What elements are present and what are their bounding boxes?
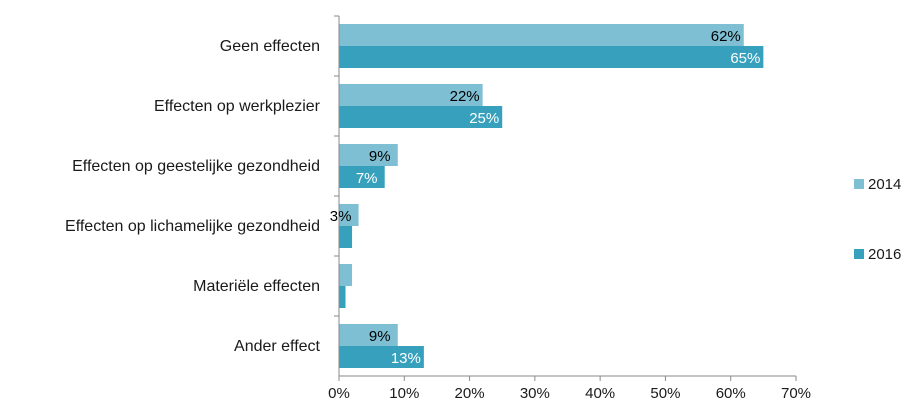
x-tick-label-3: 30%	[520, 385, 550, 399]
bar-2016-0	[339, 46, 764, 68]
legend-label-2014: 2014	[868, 176, 901, 193]
data-label-2016-1: 25%	[469, 110, 499, 127]
data-labels: 62%65%22%25%9%7%3%9%13%	[330, 28, 761, 367]
data-label-2016-5: 13%	[391, 350, 421, 367]
x-tick-label-5: 50%	[650, 385, 680, 399]
x-tick-label-7: 70%	[781, 385, 811, 399]
bar-2016-2	[339, 166, 385, 188]
x-tick-label-6: 60%	[716, 385, 746, 399]
bar-2016-3	[339, 226, 353, 248]
bar-2014-5	[339, 324, 398, 346]
category-label-4: Materiële effecten	[193, 278, 320, 295]
data-label-2014-5: 9%	[369, 328, 391, 345]
legend-label-2016: 2016	[868, 246, 901, 263]
legend-swatch-2016	[854, 249, 864, 259]
category-label-0: Geen effecten	[220, 38, 320, 55]
x-tick-label-2: 20%	[455, 385, 485, 399]
bar-2016-5	[339, 346, 424, 368]
category-label-2: Effecten op geestelijke gezondheid	[72, 158, 320, 175]
bar-2014-4	[339, 264, 353, 286]
legend: 2014 2016	[854, 176, 901, 263]
category-label-1: Effecten op werkplezier	[154, 98, 321, 115]
x-tick-label-0: 0%	[328, 385, 350, 399]
bar-2016-1	[339, 106, 503, 128]
axes-group	[334, 15, 796, 377]
x-tick-label-4: 40%	[585, 385, 615, 399]
category-label-3: Effecten op lichamelijke gezondheid	[65, 218, 320, 235]
x-tick-label-1: 10%	[389, 385, 419, 399]
category-labels: Geen effecten Effecten op werkplezier Effe…	[65, 38, 321, 355]
data-label-2016-0: 65%	[730, 50, 760, 67]
bar-2014-0	[339, 24, 744, 46]
data-label-2014-2: 9%	[369, 148, 391, 165]
category-label-5: Ander effect	[234, 338, 321, 355]
data-label-2014-1: 22%	[450, 88, 480, 105]
x-tick-labels: 0% 10% 20% 30% 40% 50% 60% 70%	[328, 376, 811, 399]
data-label-2014-3: 3%	[330, 208, 352, 225]
legend-swatch-2014	[854, 179, 864, 189]
bar-2016-4	[339, 286, 346, 308]
bar-2014-3	[339, 204, 359, 226]
bar-2014-1	[339, 84, 483, 106]
data-label-2016-2: 7%	[356, 170, 378, 187]
bars-group	[339, 24, 764, 368]
data-label-2014-0: 62%	[711, 28, 741, 45]
bar-2014-2	[339, 144, 398, 166]
